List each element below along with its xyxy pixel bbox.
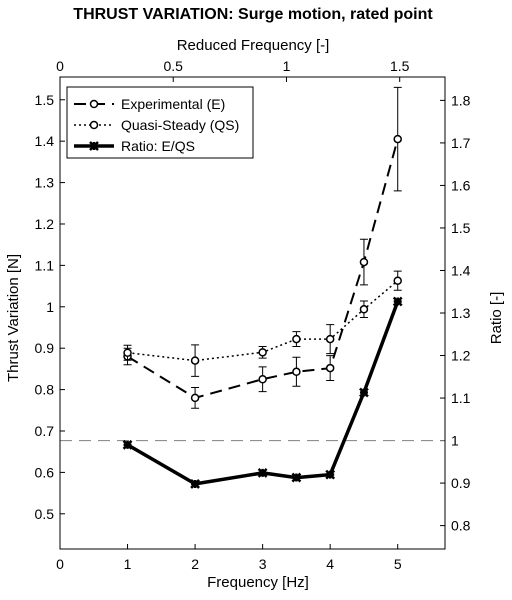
y2-tick-label: 1.1 (451, 390, 471, 406)
y-tick-label: 0.5 (35, 506, 55, 522)
y2-tick-label: 0.9 (451, 475, 471, 491)
legend-label: Ratio: E/QS (121, 138, 195, 154)
data-point (325, 363, 335, 373)
y2-tick-label: 0.8 (451, 518, 471, 534)
x-tick-label: 2 (191, 556, 199, 572)
x-tick-label: 0 (56, 556, 64, 572)
data-point (190, 356, 200, 365)
data-point (123, 348, 132, 357)
plot-frame (59, 76, 446, 550)
x-tick-label: 4 (326, 556, 334, 572)
data-point (359, 257, 369, 267)
data-point (190, 393, 200, 403)
data-point (291, 472, 302, 483)
y2-tick-label: 1.4 (451, 262, 471, 278)
data-point (393, 276, 402, 285)
y2-tick-label: 1.2 (451, 348, 471, 364)
data-point (325, 469, 336, 480)
y-tick-label: 1.1 (35, 257, 55, 273)
x2-tick-label: 0.5 (164, 58, 184, 74)
data-point (258, 374, 267, 384)
y-tick-label: 1.2 (35, 216, 55, 232)
legend-marker (89, 120, 99, 130)
data-point (122, 439, 133, 450)
x-tick-label: 3 (259, 556, 267, 572)
y2-tick-label: 1 (451, 433, 459, 449)
x-tick-label: 5 (394, 556, 402, 572)
y-tick-label: 0.8 (35, 382, 55, 398)
y-tick-label: 1.4 (35, 133, 55, 149)
series-line (126, 138, 399, 399)
plot-marks: 0 1 2 3 4 5 0 0.5 1 1.5 0.5 0.6 0.7 0.8 0.9 1 1.1 1.2 1.3 1… (35, 58, 471, 572)
y2-tick-label: 1.6 (451, 177, 471, 193)
x-tick-label: 1 (124, 556, 132, 572)
y-tick-label: 0.7 (35, 423, 55, 439)
legend-marker (89, 141, 99, 151)
legend-label: Quasi-Steady (QS) (121, 117, 239, 133)
data-point (258, 348, 267, 357)
data-point (292, 334, 301, 344)
x2-tick-label: 0 (56, 58, 64, 74)
data-point (359, 387, 369, 398)
legend-label: Experimental (E) (121, 96, 225, 112)
y-tick-label: 0.9 (35, 340, 55, 356)
data-point (392, 296, 403, 307)
data-point (257, 468, 268, 478)
data-point (359, 305, 369, 314)
legend: Experimental (E) Quasi-Steady (QS) Ratio: … (66, 86, 254, 159)
y2-tick-label: 1.7 (451, 135, 471, 151)
x2-tick-label: 1 (283, 58, 291, 74)
y-tick-label: 0.6 (35, 464, 55, 480)
chart-title: THRUST VARIATION: Surge motion, rated po… (73, 6, 433, 23)
legend-items: Experimental (E) Quasi-Steady (QS) Ratio: … (74, 96, 239, 154)
x-axis-label: Frequency [Hz] (207, 574, 309, 591)
y-tick-label: 1.5 (35, 92, 55, 108)
data-point (393, 134, 402, 144)
y2-tick-label: 1.3 (451, 305, 471, 321)
y2-tick-label: 1.8 (451, 92, 471, 108)
data-point (325, 334, 335, 344)
top-axis-label: Reduced Frequency [-] (177, 37, 330, 54)
y-tick-label: 1.3 (35, 175, 55, 191)
data-point (292, 367, 301, 377)
x2-tick-label: 1.5 (390, 58, 410, 74)
series-line (126, 300, 400, 486)
y2-axis-label: Ratio [-] (488, 292, 505, 345)
y-axis-label: Thrust Variation [N] (5, 254, 22, 382)
data-point (190, 479, 200, 489)
y-tick-label: 1 (46, 299, 54, 315)
y2-tick-label: 1.5 (451, 220, 471, 236)
legend-marker (89, 99, 99, 109)
